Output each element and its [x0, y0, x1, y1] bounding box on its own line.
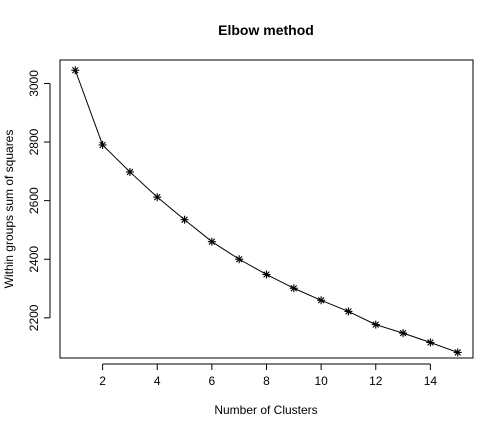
data-point — [180, 215, 189, 224]
y-tick-label: 2800 — [27, 128, 41, 155]
data-point — [453, 348, 462, 357]
plot-frame — [59, 59, 474, 359]
data-point — [426, 338, 435, 347]
y-tick-label: 2200 — [27, 304, 41, 331]
data-point — [235, 255, 244, 264]
series-layer — [71, 66, 462, 357]
data-point — [125, 167, 134, 176]
data-point — [289, 284, 298, 293]
x-axis: 2 4 6 8 10 12 14 — [99, 363, 438, 388]
y-tick-label: 3000 — [27, 70, 41, 97]
x-axis-label: Number of Clusters — [214, 403, 317, 417]
y-tick-label: 2400 — [27, 246, 41, 273]
x-tick-label: 8 — [263, 374, 270, 388]
x-tick-label: 14 — [424, 374, 438, 388]
y-axis-label: Within groups sum of squares — [2, 130, 16, 289]
chart-title: Elbow method — [218, 22, 314, 38]
x-tick-label: 10 — [314, 374, 328, 388]
data-point — [153, 193, 162, 202]
series-line — [74, 70, 458, 353]
x-tick-label: 2 — [99, 374, 106, 388]
x-tick-label: 12 — [369, 374, 383, 388]
data-point — [344, 307, 353, 316]
data-point — [71, 66, 80, 75]
x-tick-label: 4 — [154, 374, 161, 388]
y-axis: 2200 2400 2600 2800 3000 — [27, 70, 51, 331]
y-tick-label: 2600 — [27, 187, 41, 214]
data-point — [262, 270, 271, 279]
data-point — [399, 329, 408, 338]
data-point — [98, 140, 107, 149]
x-tick-label: 6 — [209, 374, 216, 388]
data-point — [207, 237, 216, 246]
data-point — [371, 320, 380, 329]
data-point — [317, 296, 326, 305]
